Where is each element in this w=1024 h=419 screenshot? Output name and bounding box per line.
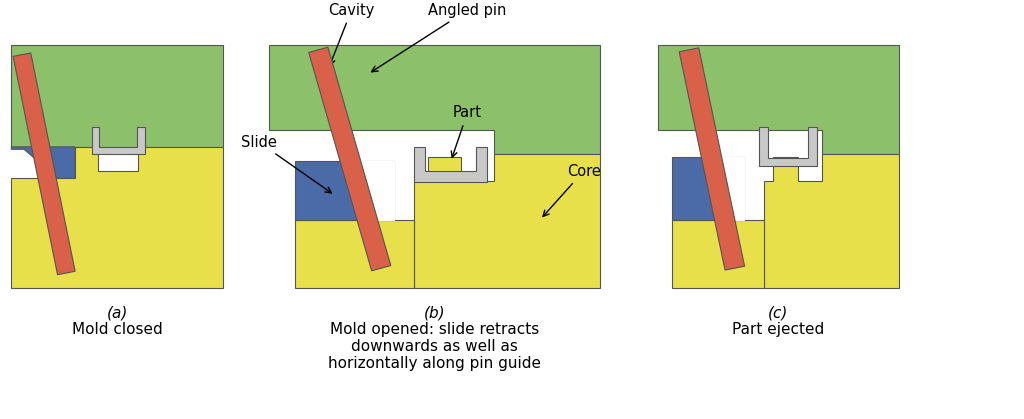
Polygon shape xyxy=(657,45,899,154)
Bar xyxy=(11,45,223,147)
Text: Cavity: Cavity xyxy=(329,3,375,65)
Polygon shape xyxy=(764,154,899,287)
Text: Angled pin: Angled pin xyxy=(372,3,507,72)
Polygon shape xyxy=(354,161,394,220)
Text: Mold closed: Mold closed xyxy=(72,321,163,336)
Polygon shape xyxy=(308,47,391,271)
Text: (b): (b) xyxy=(423,305,445,320)
Polygon shape xyxy=(11,147,75,178)
Polygon shape xyxy=(268,45,600,154)
Polygon shape xyxy=(679,48,744,270)
Polygon shape xyxy=(759,127,817,166)
Polygon shape xyxy=(13,53,75,275)
Text: (c): (c) xyxy=(768,305,788,320)
Polygon shape xyxy=(672,157,744,220)
Polygon shape xyxy=(415,154,600,287)
Text: Mold opened: slide retracts
downwards as well as
horizontally along pin guide: Mold opened: slide retracts downwards as… xyxy=(328,321,541,371)
Polygon shape xyxy=(295,161,394,220)
Polygon shape xyxy=(716,157,744,220)
Text: Core: Core xyxy=(543,164,600,217)
Bar xyxy=(672,220,764,287)
Text: Part: Part xyxy=(452,106,482,157)
Text: Slide: Slide xyxy=(241,134,332,193)
Polygon shape xyxy=(415,147,487,182)
Polygon shape xyxy=(92,127,144,154)
Polygon shape xyxy=(11,147,223,287)
Text: (a): (a) xyxy=(106,305,128,320)
Text: Part ejected: Part ejected xyxy=(732,321,824,336)
Bar xyxy=(295,220,415,287)
